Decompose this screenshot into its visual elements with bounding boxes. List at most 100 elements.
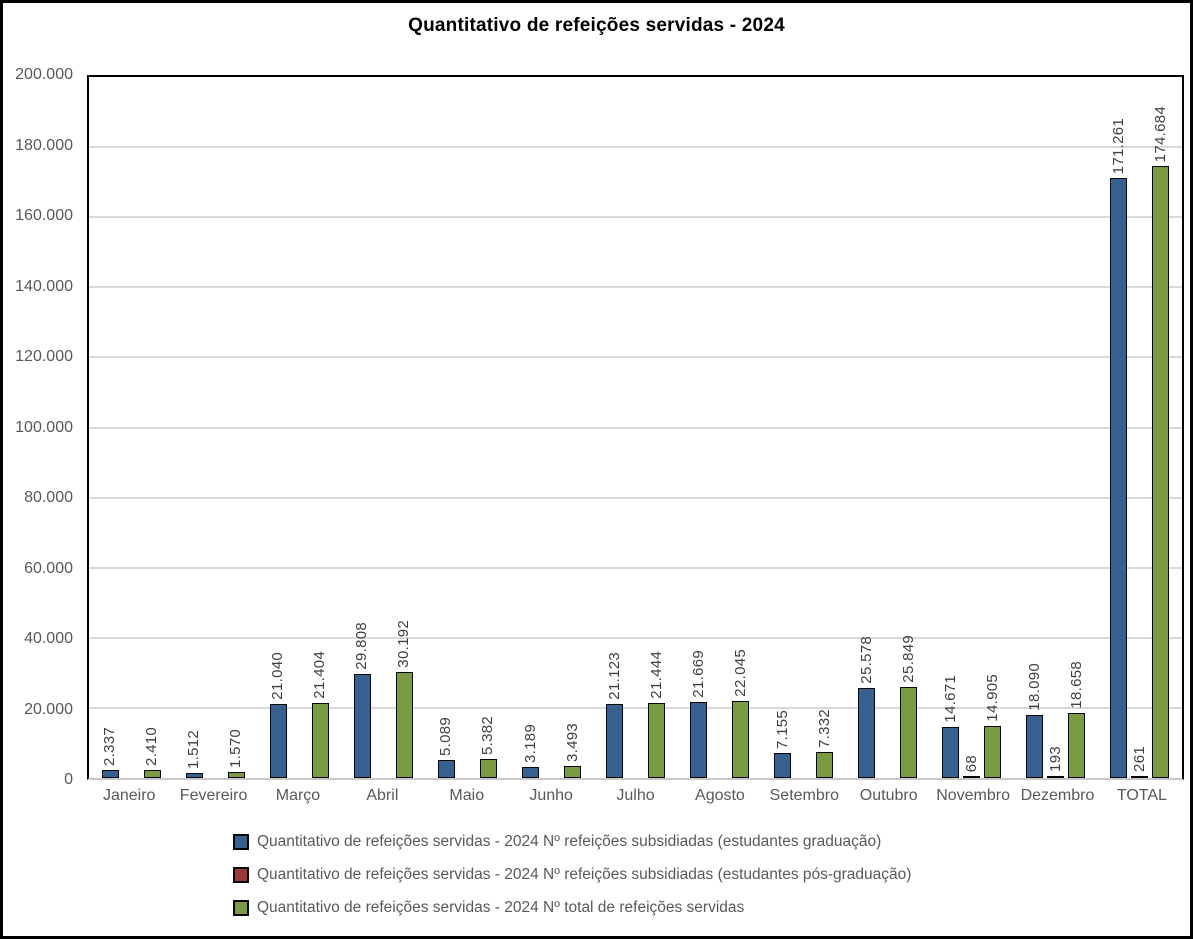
bar-total — [984, 726, 1002, 778]
gridline — [89, 496, 1182, 499]
category-group-novembro: 14.671 68 14.905 — [930, 77, 1014, 778]
x-tick-label-março: Março — [275, 787, 321, 804]
gridline — [89, 216, 1182, 219]
bar-graduacao — [690, 702, 708, 778]
y-tick-label: 20.000 — [24, 700, 73, 718]
bar-slot-graduacao: 3.189 — [522, 77, 539, 778]
data-label: 174.684 — [1152, 105, 1170, 162]
data-label: 1.512 — [185, 729, 203, 769]
x-tick-label-dezembro: Dezembro — [1020, 787, 1095, 804]
x-tick-label-junho: Junho — [529, 787, 573, 804]
y-tick-label: 160.000 — [15, 207, 73, 224]
data-label: 14.671 — [941, 675, 959, 723]
data-label: 2.337 — [101, 726, 119, 766]
bar-pos_graduacao — [1131, 776, 1149, 778]
legend: Quantitativo de refeições servidas - 202… — [233, 833, 911, 932]
bar-slot-graduacao: 18.090 — [1026, 77, 1044, 778]
bar-slot-total: 25.849 — [900, 77, 918, 778]
bar-total — [563, 766, 581, 778]
bar-slot-pos_graduacao — [123, 77, 140, 778]
data-label: 21.669 — [689, 650, 707, 698]
category-group-maio: 5.089 5.382 — [425, 77, 509, 778]
bar-graduacao — [353, 674, 371, 778]
legend-swatch-icon — [233, 867, 249, 883]
category-group-dezembro: 18.090 193 18.658 — [1014, 77, 1098, 778]
x-tick-label-outubro: Outubro — [859, 787, 918, 804]
legend-label: Quantitativo de refeições servidas - 202… — [257, 833, 882, 850]
legend-swatch-icon — [233, 900, 249, 916]
data-label: 21.404 — [311, 651, 329, 699]
x-axis-labels: Janeiro Fevereiro Março Abril Maio Junho Julho… — [87, 787, 1184, 805]
bar-slot-graduacao: 171.261 — [1110, 77, 1128, 778]
bar-total — [227, 772, 245, 778]
bar-slot-total: 2.410 — [143, 77, 161, 778]
bar-graduacao — [858, 688, 876, 778]
bar-total — [648, 703, 665, 778]
y-tick-label: 0 — [64, 771, 73, 788]
bar-total — [900, 687, 918, 778]
category-group-março: 21.040 21.404 — [257, 77, 341, 778]
gridline — [89, 636, 1182, 639]
legend-row-total: Quantitativo de refeições servidas - 202… — [233, 899, 911, 917]
category-group-fevereiro: 1.512 1.570 — [173, 77, 257, 778]
data-label: 25.578 — [857, 636, 875, 684]
data-label: 5.089 — [437, 716, 455, 756]
bar-slot-pos_graduacao: 193 — [1047, 77, 1065, 778]
data-label: 5.382 — [479, 715, 497, 755]
bar-graduacao — [774, 753, 792, 778]
bar-slot-graduacao: 21.040 — [269, 77, 287, 778]
bar-graduacao — [942, 727, 960, 778]
x-tick-label-novembro: Novembro — [936, 787, 1010, 804]
y-axis-labels: 200.000 180.000 160.000 140.000 120.000 100.0… — [3, 3, 79, 936]
bar-slot-graduacao: 21.123 — [606, 77, 623, 778]
bar-slot-total: 3.493 — [564, 77, 581, 778]
gridline — [89, 566, 1182, 569]
data-label: 261 — [1131, 746, 1149, 772]
data-label: 21.444 — [647, 651, 665, 699]
y-tick-label: 100.000 — [15, 418, 73, 436]
data-label: 68 — [962, 754, 980, 772]
bar-slot-pos_graduacao — [459, 77, 476, 778]
bar-slot-pos_graduacao — [711, 77, 728, 778]
gridline — [89, 706, 1182, 709]
data-label: 21.040 — [269, 652, 287, 700]
data-label: 14.905 — [983, 674, 1001, 722]
category-group-agosto: 21.669 22.045 — [678, 77, 762, 778]
category-group-setembro: 7.155 7.332 — [762, 77, 846, 778]
legend-row-graduacao: Quantitativo de refeições servidas - 202… — [233, 833, 911, 851]
bar-slot-graduacao: 7.155 — [774, 77, 792, 778]
data-label: 22.045 — [731, 649, 749, 697]
x-tick-label-setembro: Setembro — [769, 787, 839, 804]
bar-slot-pos_graduacao — [375, 77, 392, 778]
plot-area: 2.337 2.410 1.512 1.570 21.040 21.404 29.808 30… — [87, 75, 1184, 780]
x-tick-label-fevereiro: Fevereiro — [179, 787, 248, 804]
data-label: 1.570 — [227, 728, 245, 768]
category-group-outubro: 25.578 25.849 — [846, 77, 930, 778]
x-tick-label-total: TOTAL — [1116, 787, 1167, 804]
bar-graduacao — [101, 770, 119, 778]
y-tick-label: 40.000 — [24, 630, 73, 647]
bar-slot-total: 1.570 — [227, 77, 245, 778]
x-tick-label-abril: Abril — [366, 787, 399, 804]
legend-row-pos_graduacao: Quantitativo de refeições servidas - 202… — [233, 866, 911, 884]
bar-slot-total: 5.382 — [479, 77, 497, 778]
gridline — [89, 286, 1182, 289]
bar-total — [1068, 713, 1086, 778]
bar-slot-total: 174.684 — [1152, 77, 1170, 778]
bar-slot-graduacao: 5.089 — [437, 77, 455, 778]
bar-slot-total: 21.404 — [311, 77, 329, 778]
legend-label: Quantitativo de refeições servidas - 202… — [257, 899, 745, 916]
category-group-janeiro: 2.337 2.410 — [89, 77, 173, 778]
category-group-abril: 29.808 30.192 — [341, 77, 425, 778]
bar-slot-graduacao: 25.578 — [857, 77, 876, 778]
bar-slot-total: 18.658 — [1068, 77, 1086, 778]
y-tick-label: 140.000 — [15, 277, 73, 295]
category-group-total: 171.261 261 174.684 — [1098, 77, 1182, 778]
bar-graduacao — [1026, 715, 1044, 778]
bar-slot-graduacao: 1.512 — [185, 77, 203, 778]
gridline — [89, 356, 1182, 359]
bar-graduacao — [269, 704, 287, 778]
bar-slot-pos_graduacao — [627, 77, 644, 778]
bar-slot-total: 30.192 — [395, 77, 413, 778]
data-label: 21.123 — [605, 652, 623, 700]
